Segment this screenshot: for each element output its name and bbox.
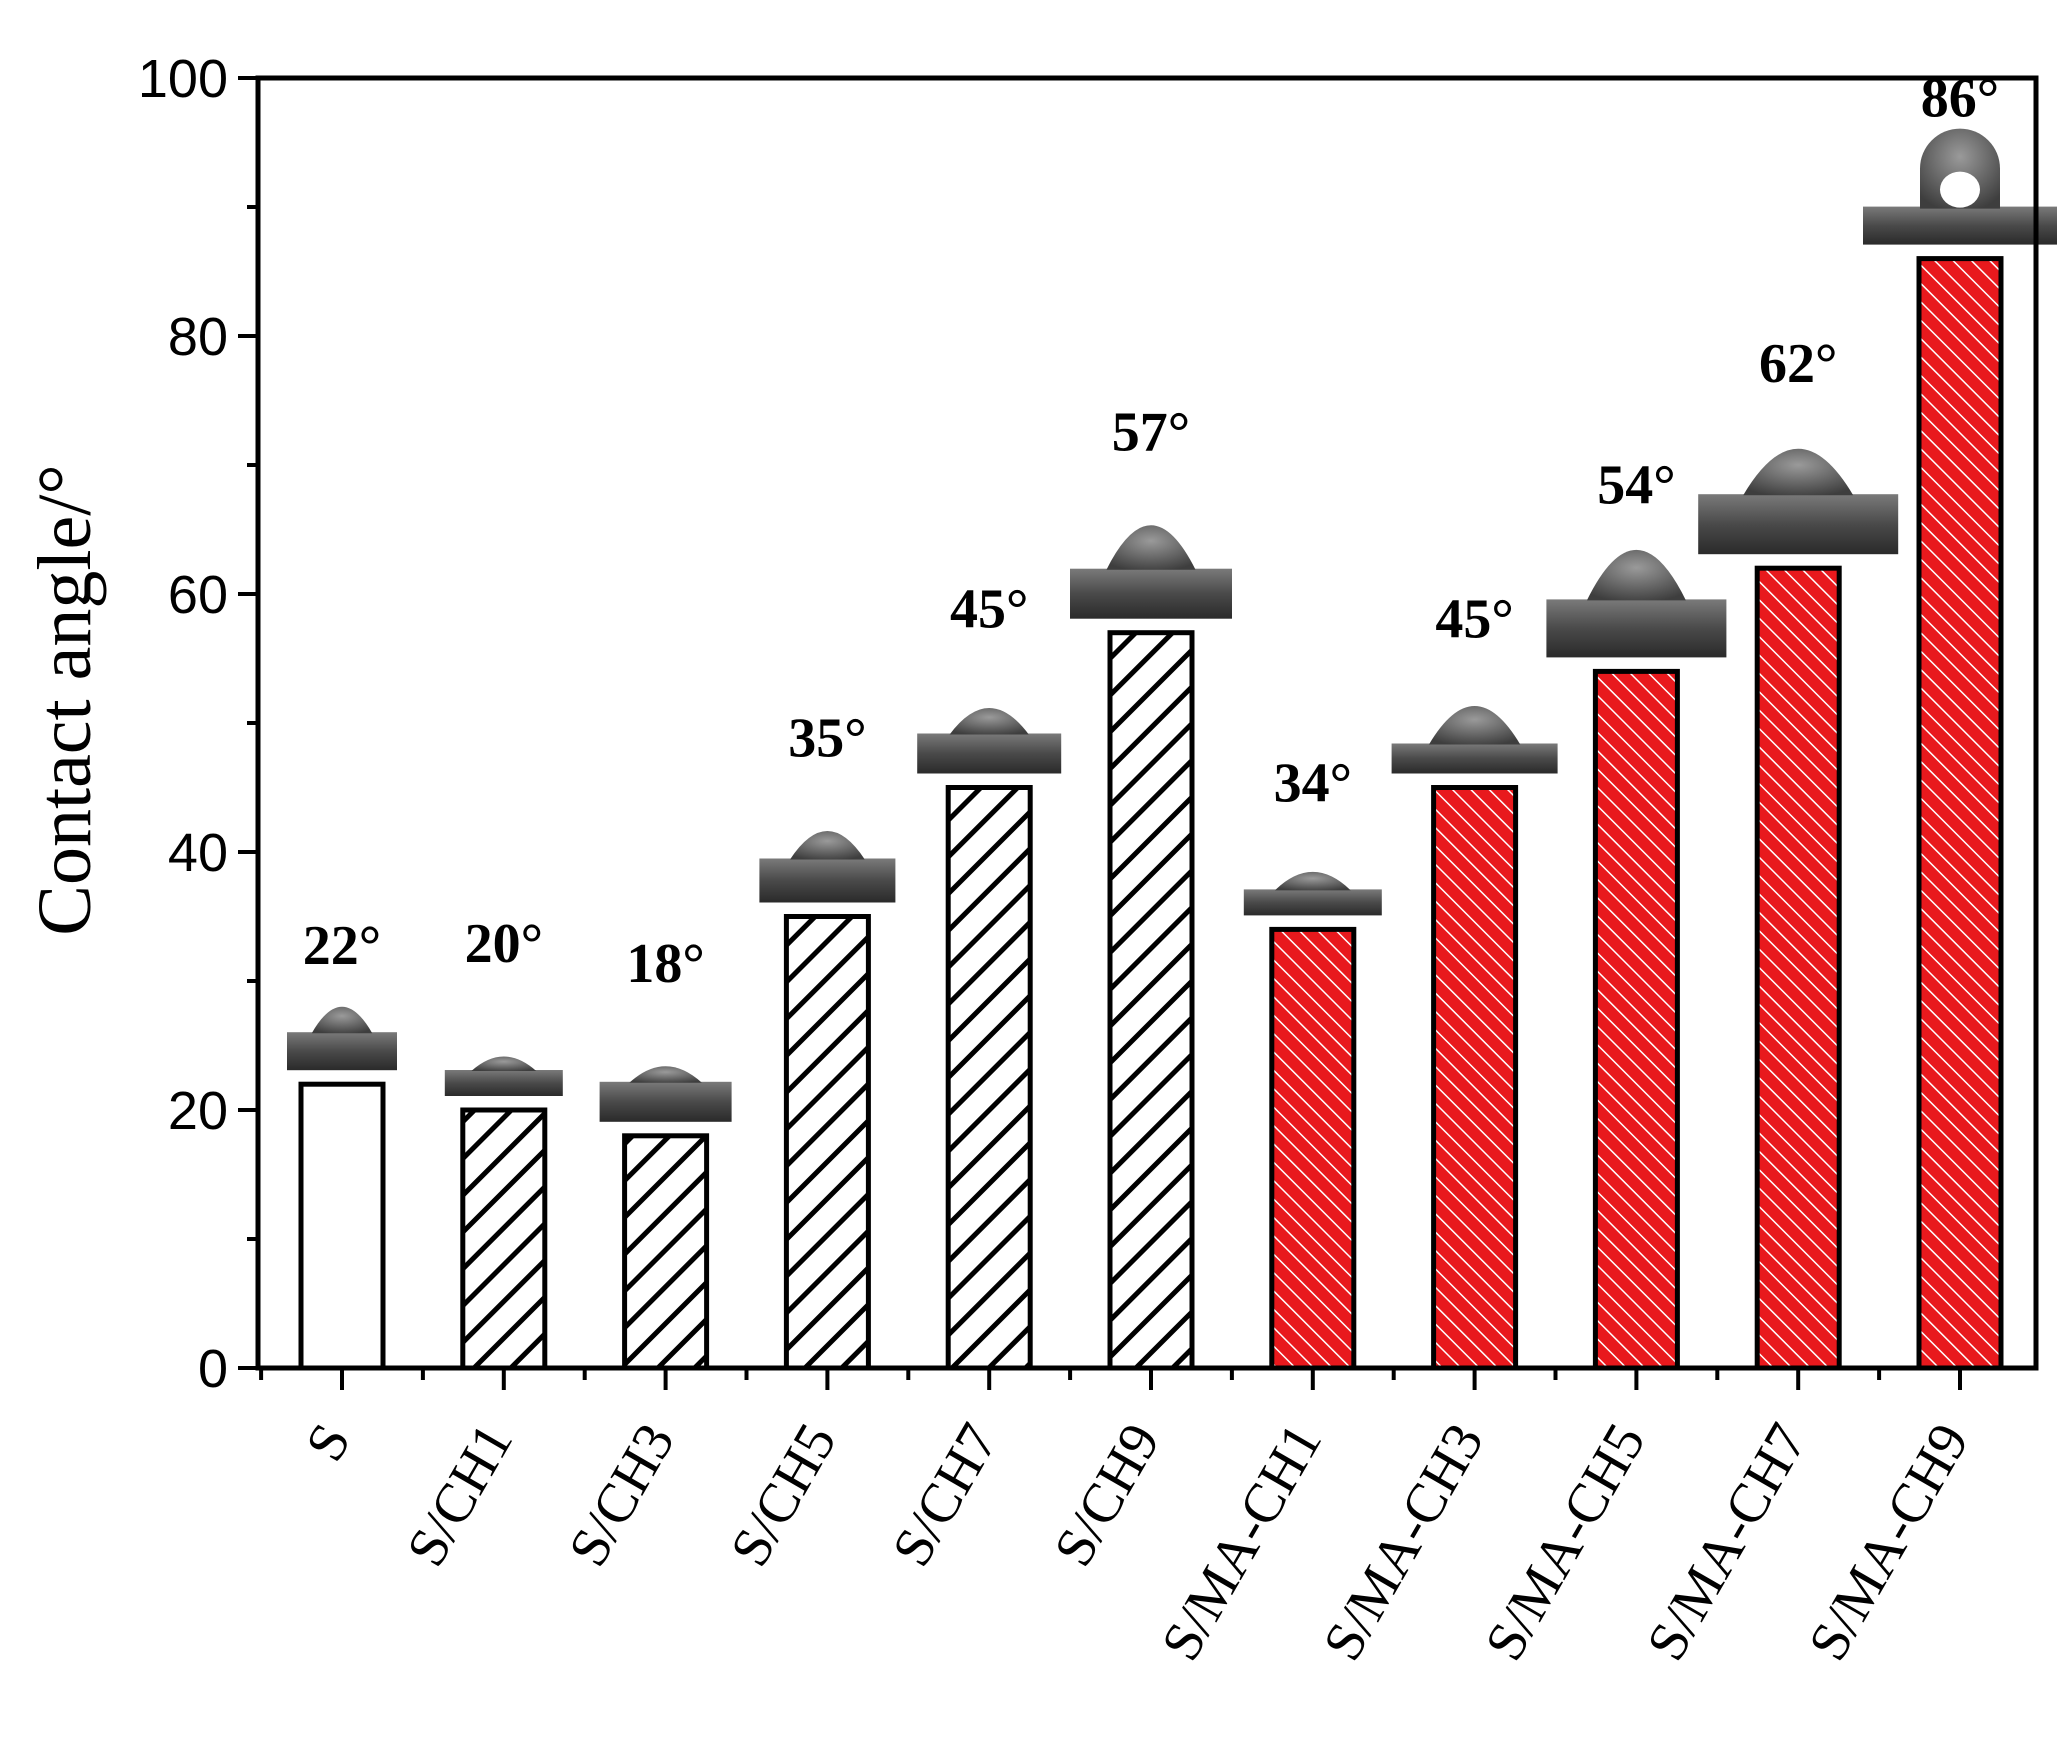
droplet-image [287, 1006, 397, 1071]
droplet-image [599, 1066, 732, 1122]
bar-s-ma-ch9 [1916, 256, 2004, 1371]
x-category-label: S/CH7 [881, 1414, 1011, 1577]
droplet-image [1391, 706, 1558, 774]
data-label: 54° [1597, 454, 1675, 516]
y-tick-label: 100 [138, 49, 228, 109]
x-category-label: S/MA-CH5 [1473, 1414, 1657, 1671]
x-category-label: S [294, 1414, 363, 1472]
bar-s [298, 1081, 386, 1371]
droplet-image [444, 1056, 563, 1096]
y-tick-label: 80 [168, 307, 228, 367]
data-label: 18° [626, 933, 704, 995]
bar-s-ma-ch5 [1592, 668, 1680, 1371]
data-label: 62° [1759, 333, 1837, 395]
bar-s-ch9 [1107, 630, 1195, 1371]
droplet-image [1070, 525, 1232, 619]
droplet-image [1546, 549, 1727, 658]
x-category-label: S/CH9 [1042, 1414, 1172, 1577]
y-axis-label: Contact angle/° [23, 464, 107, 935]
data-label: 35° [788, 708, 866, 770]
data-label: 20° [465, 913, 543, 975]
droplet-image [759, 831, 896, 903]
data-label: 57° [1112, 402, 1190, 464]
bar-s-ch3 [622, 1133, 710, 1371]
bar-s-ch5 [783, 914, 871, 1371]
data-label: 22° [303, 915, 381, 977]
bar-s-ch7 [945, 785, 1033, 1371]
x-category-label: S/CH3 [557, 1414, 687, 1577]
droplet-image [1863, 128, 2057, 245]
bar-s-ma-ch1 [1269, 926, 1357, 1371]
x-category-label: S/CH1 [395, 1414, 525, 1577]
data-label: 34° [1274, 752, 1352, 814]
y-tick-label: 20 [168, 1081, 228, 1141]
x-category-label: S/MA-CH1 [1150, 1414, 1334, 1671]
bar-s-ch1 [460, 1107, 548, 1371]
bar-s-ma-ch7 [1754, 565, 1842, 1371]
bar-s-ma-ch3 [1431, 785, 1519, 1371]
droplet-image [1243, 871, 1382, 916]
x-category-label: S/MA-CH9 [1797, 1414, 1981, 1671]
y-tick-label: 60 [168, 565, 228, 625]
x-category-label: S/MA-CH3 [1311, 1414, 1495, 1671]
y-tick-label: 40 [168, 823, 228, 883]
data-label: 45° [950, 579, 1028, 641]
plot-frame [255, 75, 2039, 1371]
droplet-image [1698, 448, 1899, 555]
data-label: 45° [1435, 589, 1513, 651]
x-category-label: S/MA-CH7 [1635, 1414, 1819, 1671]
y-tick-label: 0 [198, 1339, 228, 1399]
droplet-image [917, 708, 1062, 774]
x-category-label: S/CH5 [719, 1414, 849, 1577]
